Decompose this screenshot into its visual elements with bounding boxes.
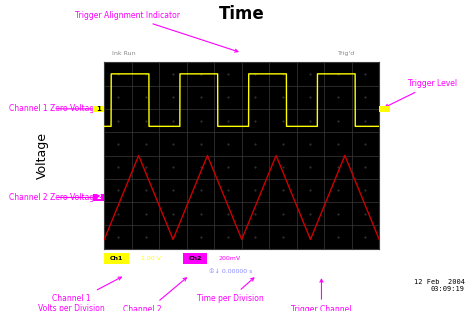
- Bar: [182, 253, 207, 264]
- Text: M 400μs: M 400μs: [246, 256, 273, 261]
- Bar: [379, 106, 390, 112]
- Text: Ink Run: Ink Run: [112, 51, 136, 56]
- Text: Trig'd: Trig'd: [337, 51, 355, 56]
- Text: Voltage: Voltage: [36, 132, 49, 179]
- Text: Channel 1 Zero Voltage: Channel 1 Zero Voltage: [9, 104, 100, 113]
- Text: Trigger Channel: Trigger Channel: [291, 279, 352, 311]
- Text: ①↓ 0.00000 s: ①↓ 0.00000 s: [209, 268, 253, 274]
- Text: 12 Feb  2004
03:09:19: 12 Feb 2004 03:09:19: [413, 279, 465, 292]
- Text: Channel 2 Zero Voltage: Channel 2 Zero Voltage: [9, 193, 100, 202]
- Text: 2: 2: [96, 194, 101, 201]
- Text: Time: Time: [219, 5, 264, 23]
- Text: Channel 2
Volts per Division: Channel 2 Volts per Division: [109, 278, 186, 311]
- Text: Ch1: Ch1: [110, 256, 123, 261]
- Bar: [104, 253, 129, 264]
- Bar: [93, 194, 104, 201]
- Text: A  Ch1  /  80.0mV: A Ch1 / 80.0mV: [292, 256, 346, 261]
- Text: 1: 1: [96, 106, 101, 112]
- Bar: [93, 106, 104, 112]
- Text: 200mV: 200mV: [219, 256, 240, 261]
- Text: Channel 1
Volts per Division: Channel 1 Volts per Division: [38, 277, 121, 311]
- Text: Time per Division: Time per Division: [197, 278, 264, 303]
- Text: 1.00 V: 1.00 V: [141, 256, 161, 261]
- Text: Trigger Level: Trigger Level: [385, 80, 457, 107]
- Text: Trigger Alignment Indicator: Trigger Alignment Indicator: [75, 11, 238, 52]
- Text: Ch2: Ch2: [188, 256, 202, 261]
